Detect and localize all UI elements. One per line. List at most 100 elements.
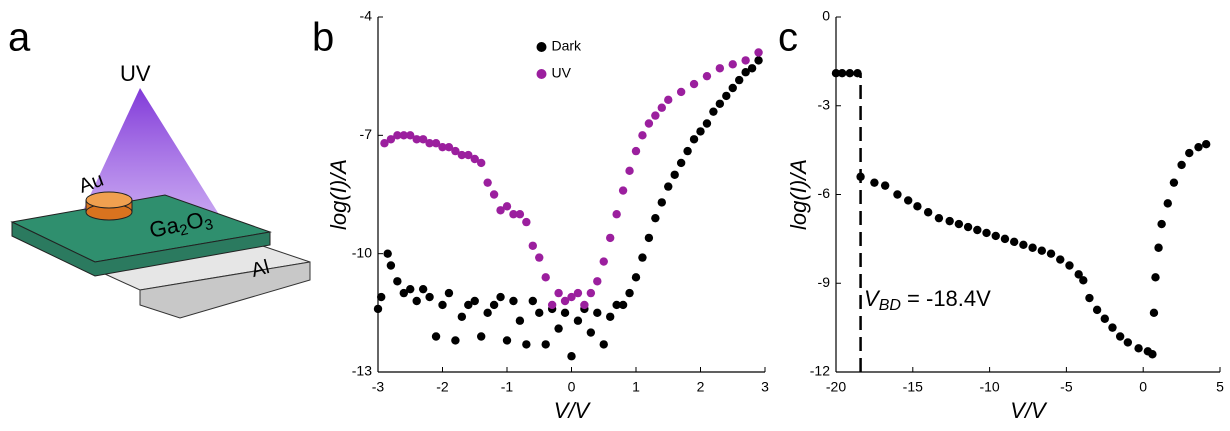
y-tick-label: -6 [818,185,831,201]
data-point [1201,140,1211,149]
data-point [593,308,602,318]
y-tick-label: -13 [352,363,372,379]
x-tick-label: -5 [1060,379,1073,395]
data-point [1185,148,1194,158]
label-part: O [184,207,206,235]
data-point [676,158,686,168]
data-point [580,300,589,310]
data-point [509,296,518,306]
data-point [593,277,602,286]
data-point [715,64,725,73]
data-point [599,257,608,266]
data-point [489,190,499,199]
data-point [728,60,737,69]
al-label: Al [249,256,272,282]
y-tick-label: -12 [810,363,830,379]
data-point [702,71,712,81]
legend-marker [536,69,547,79]
data-point [741,56,750,65]
data-point [1009,237,1019,247]
data-point [567,352,576,361]
data-point [1019,240,1028,249]
uv-label: UV [120,61,151,86]
data-point [1169,178,1179,187]
y-axis-label: log(I)/A [786,159,811,230]
data-point [945,216,954,226]
data-point [612,210,621,219]
x-tick-label: 5 [1216,379,1224,395]
data-point [425,139,434,148]
data-point [451,146,460,156]
annotation-part: = -18.4V [901,286,991,311]
y-tick-label: 0 [822,8,830,24]
data-point [1151,273,1160,282]
data-point [651,111,660,120]
data-point [1163,199,1172,208]
data-point [982,228,991,238]
data-point [870,178,879,187]
data-point [644,233,654,243]
data-point [412,296,421,306]
x-tick-label: 2 [697,379,705,395]
chart: -12 -9 -6 -3 0 -20 -15 -10 -5 0 5 V/V log(I)/A VBD = … [786,8,1224,423]
x-tick-label: 0 [1139,379,1147,395]
data-point [735,75,744,85]
data-point [431,332,441,341]
data-point [386,135,396,144]
data-point [754,56,763,65]
data-point [913,202,922,211]
data-point [457,312,467,321]
data-point [528,241,537,250]
data-point [393,131,402,140]
data-point [689,79,699,89]
data-point [1100,314,1110,323]
data-point [444,142,454,152]
x-tick-label: -1 [501,379,514,395]
label-part: Ga [147,212,182,243]
data-point [670,170,679,179]
data-point [631,273,641,282]
data-point [1085,293,1094,303]
data-point [560,296,570,306]
data-point [535,253,544,262]
data-point [728,83,737,93]
x-tick-label: -15 [903,379,923,395]
data-point [573,316,583,325]
data-point [747,64,757,73]
data-point [1079,276,1088,285]
data-point [483,178,492,187]
data-point [954,219,964,229]
data-point [393,277,402,286]
data-point [554,324,563,333]
panel-label: a [8,16,31,60]
data-point [618,186,628,195]
data-point [1157,219,1166,229]
y-tick-label: -7 [360,126,373,142]
data-point [1194,142,1203,152]
ga2o3-side [11,221,271,277]
data-point [1115,332,1125,341]
data-point [625,166,634,176]
x-tick-label: -3 [372,379,385,395]
x-tick-label: -20 [826,379,846,395]
x-tick-label: 3 [761,379,769,395]
data-point [383,249,392,258]
data-point [1074,270,1083,279]
x-tick-label: -10 [979,379,999,395]
data-point [438,300,447,310]
data-point [547,300,557,310]
data-point [856,172,865,181]
data-point [502,336,512,345]
label-part: 2 [178,221,190,239]
data-point [477,332,486,341]
data-point [573,288,583,298]
data-point [1134,344,1143,353]
data-point [1092,305,1102,315]
data-point [853,69,862,78]
data-point [709,107,718,116]
y-tick-label: -4 [360,8,373,24]
data-point [502,202,512,211]
data-point [554,288,563,298]
data-point [676,87,686,97]
